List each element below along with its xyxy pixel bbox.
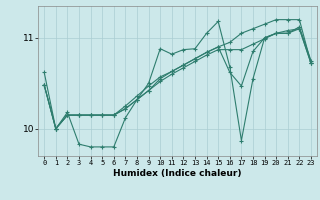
X-axis label: Humidex (Indice chaleur): Humidex (Indice chaleur): [113, 169, 242, 178]
